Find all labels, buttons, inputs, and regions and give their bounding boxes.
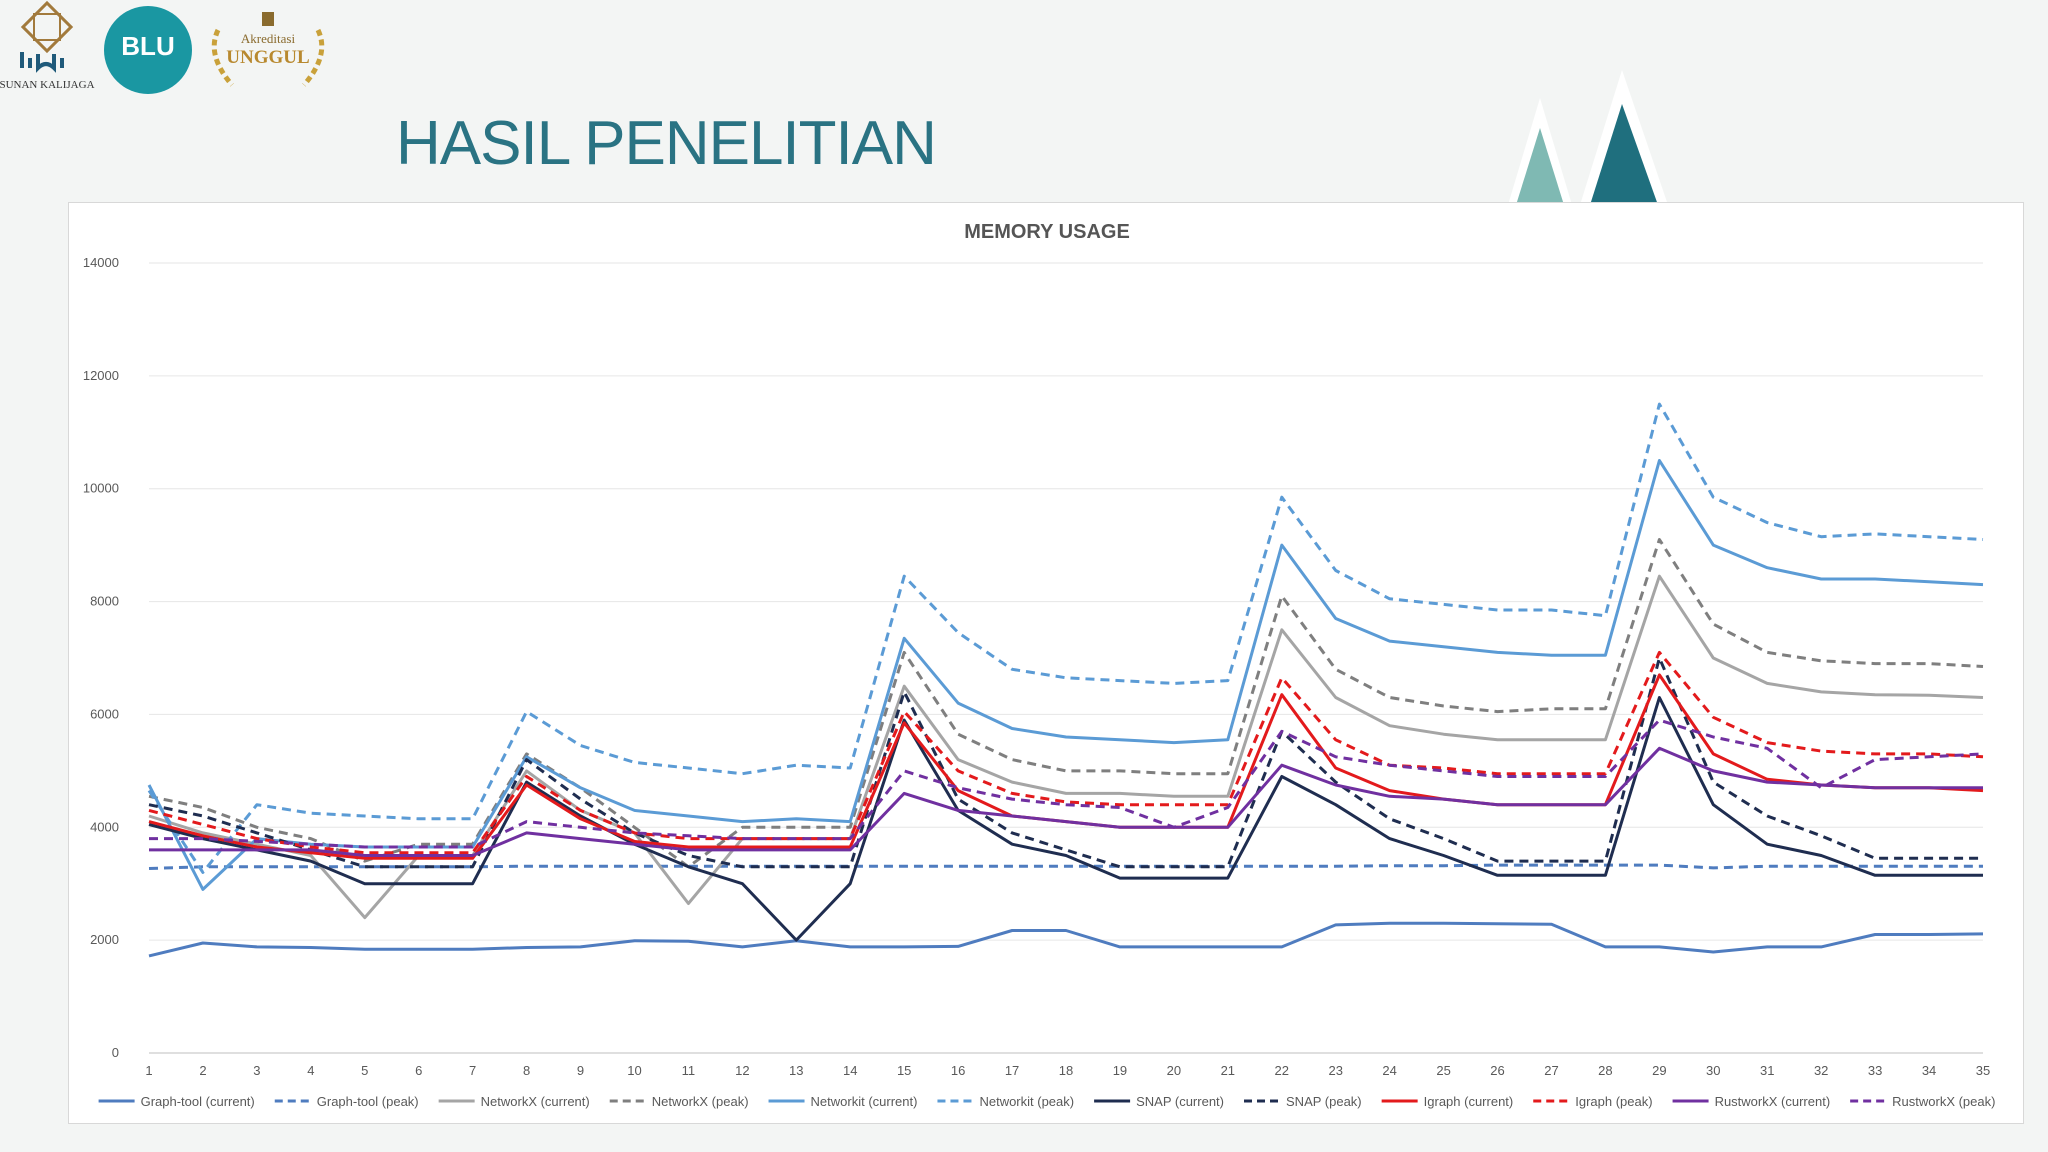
series-line-networkit-current — [147, 459, 1984, 891]
x-tick-label: 10 — [627, 1063, 641, 1078]
legend-label-igraph-peak: Igraph (peak) — [1575, 1094, 1652, 1109]
x-tick-label: 27 — [1544, 1063, 1558, 1078]
x-tick-label: 2 — [199, 1063, 206, 1078]
badge-label-top: Akreditasi — [241, 31, 296, 46]
x-tick-label: 30 — [1706, 1063, 1720, 1078]
x-tick-label: 9 — [577, 1063, 584, 1078]
legend-label-networkit-peak: Networkit (peak) — [979, 1094, 1074, 1109]
legend-label-graph-tool-current: Graph-tool (current) — [141, 1094, 255, 1109]
decorative-triangles — [1508, 70, 1668, 205]
y-tick-label: 0 — [112, 1045, 119, 1060]
x-axis: 1 2 3 4 5 6 7 8 9 10 11 12 13 14 15 16 17 18 19 20 21 22 23 24 2… — [145, 1063, 1990, 1078]
x-tick-label: 12 — [735, 1063, 749, 1078]
legend-label-graph-tool-peak: Graph-tool (peak) — [317, 1094, 419, 1109]
legend-label-rustworkx-peak: RustworkX (peak) — [1892, 1094, 1995, 1109]
grid — [149, 262, 1983, 1054]
x-tick-label: 32 — [1814, 1063, 1828, 1078]
x-tick-label: 6 — [415, 1063, 422, 1078]
x-tick-label: 31 — [1760, 1063, 1774, 1078]
blu-logo-text: BLU — [121, 31, 174, 61]
x-tick-label: 33 — [1868, 1063, 1882, 1078]
x-tick-label: 4 — [307, 1063, 314, 1078]
chart-title: MEMORY USAGE — [964, 221, 1130, 243]
series-line-igraph-peak — [148, 650, 1984, 855]
badge-label-main: UNGGUL — [226, 47, 309, 68]
x-tick-label: 15 — [897, 1063, 911, 1078]
x-tick-label: 13 — [789, 1063, 803, 1078]
series-line-rustworkx-peak — [149, 718, 1984, 849]
y-tick-label: 2000 — [90, 932, 119, 947]
y-tick-label: 8000 — [90, 594, 119, 609]
legend-label-networkx-peak: NetworkX (peak) — [652, 1094, 749, 1109]
x-tick-label: 26 — [1490, 1063, 1504, 1078]
x-tick-label: 28 — [1598, 1063, 1612, 1078]
memory-usage-chart: MEMORY USAGE 0 2000 4000 6000 8000 10000 12000… — [83, 221, 1996, 1109]
series-line-snap-current — [148, 696, 1983, 942]
y-tick-label: 10000 — [83, 481, 119, 496]
akreditasi-badge: Akreditasi UNGGUL — [211, 12, 325, 87]
legend-label-snap-current: SNAP (current) — [1136, 1094, 1224, 1109]
y-tick-label: 12000 — [83, 368, 119, 383]
triangle-dark — [1590, 104, 1658, 205]
x-tick-label: 21 — [1221, 1063, 1235, 1078]
x-tick-label: 1 — [145, 1063, 152, 1078]
x-tick-label: 29 — [1652, 1063, 1666, 1078]
series-line-rustworkx-current — [149, 746, 1983, 857]
triangle-light — [1516, 128, 1564, 205]
legend-label-igraph-current: Igraph (current) — [1424, 1094, 1514, 1109]
y-tick-label: 14000 — [83, 255, 119, 270]
series-lines — [147, 402, 1984, 958]
x-tick-label: 19 — [1113, 1063, 1127, 1078]
uin-logo-name: SUNAN KALIJAGA — [0, 79, 95, 91]
series-line-igraph-current — [148, 673, 1984, 860]
x-tick-label: 35 — [1976, 1063, 1990, 1078]
x-tick-label: 22 — [1275, 1063, 1289, 1078]
x-tick-label: 20 — [1167, 1063, 1181, 1078]
legend-label-snap-peak: SNAP (peak) — [1286, 1094, 1362, 1109]
y-axis: 0 2000 4000 6000 8000 10000 12000 14000 — [83, 255, 119, 1060]
y-tick-label: 6000 — [90, 706, 119, 721]
page-title: HASIL PENELITIAN — [396, 109, 937, 178]
series-line-graph-tool-current — [148, 921, 1984, 958]
x-tick-label: 18 — [1059, 1063, 1073, 1078]
x-tick-label: 5 — [361, 1063, 368, 1078]
chart-panel: MEMORY USAGE 0 2000 4000 6000 8000 10000 12000… — [68, 202, 2024, 1124]
uin-logo: SUNAN KALIJAGA — [0, 0, 95, 91]
x-tick-label: 7 — [469, 1063, 476, 1078]
legend-label-rustworkx-current: RustworkX (current) — [1715, 1094, 1831, 1109]
x-tick-label: 3 — [253, 1063, 260, 1078]
blu-logo: BLU — [104, 6, 192, 94]
legend: Graph-tool (current) Graph-tool (peak) Net… — [98, 1094, 1995, 1109]
x-tick-label: 17 — [1005, 1063, 1019, 1078]
x-tick-label: 24 — [1382, 1063, 1396, 1078]
x-tick-label: 11 — [682, 1063, 696, 1078]
institution-logos: SUNAN KALIJAGA BLU Akreditasi UNGGUL — [0, 0, 325, 94]
legend-label-networkit-current: Networkit (current) — [811, 1094, 918, 1109]
x-tick-label: 16 — [951, 1063, 965, 1078]
y-tick-label: 4000 — [90, 819, 119, 834]
x-tick-label: 25 — [1436, 1063, 1450, 1078]
x-tick-label: 14 — [843, 1063, 857, 1078]
series-line-graph-tool-peak — [148, 863, 1983, 870]
x-tick-label: 23 — [1328, 1063, 1342, 1078]
series-line-networkit-peak — [147, 402, 1984, 874]
series-line-snap-peak — [148, 656, 1983, 869]
x-tick-label: 34 — [1922, 1063, 1936, 1078]
x-tick-label: 8 — [523, 1063, 530, 1078]
series-line-networkx-peak — [148, 538, 1984, 869]
legend-label-networkx-current: NetworkX (current) — [481, 1094, 590, 1109]
